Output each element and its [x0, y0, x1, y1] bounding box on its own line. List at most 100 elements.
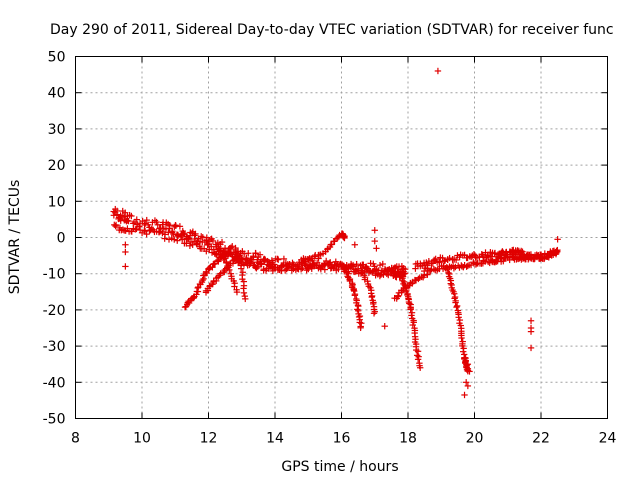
data-point — [370, 310, 378, 317]
data-point — [192, 230, 199, 238]
data-point — [203, 234, 211, 241]
data-point — [171, 236, 178, 243]
data-point — [113, 207, 121, 215]
data-point — [443, 266, 451, 273]
data-point — [368, 293, 375, 301]
data-point — [348, 262, 355, 269]
data-point — [240, 289, 248, 297]
data-point — [531, 252, 539, 259]
data-point — [436, 259, 443, 266]
data-point — [170, 230, 177, 238]
data-point — [414, 348, 422, 355]
data-point — [176, 223, 184, 230]
data-point — [174, 237, 181, 244]
data-point — [484, 252, 491, 259]
data-point — [381, 322, 388, 330]
data-point — [527, 328, 535, 335]
data-point — [464, 382, 472, 390]
data-point — [372, 272, 379, 279]
data-point — [340, 234, 347, 241]
x-tick-label: 20 — [466, 431, 484, 447]
data-point — [527, 344, 535, 352]
data-point — [245, 250, 252, 257]
data-point — [231, 283, 238, 290]
x-tick-label: 12 — [200, 431, 218, 447]
y-axis-label: SDTVAR / TECUs — [7, 180, 23, 295]
data-point — [257, 261, 265, 268]
data-point — [275, 256, 282, 263]
data-point — [408, 312, 415, 319]
data-point — [143, 230, 150, 238]
data-point — [174, 232, 182, 240]
data-point — [432, 255, 439, 263]
data-point — [371, 237, 378, 245]
data-point — [321, 266, 329, 273]
data-point — [122, 241, 129, 248]
y-tick-label: -10 — [43, 267, 66, 283]
data-point — [204, 241, 211, 249]
data-point — [217, 248, 224, 255]
data-point — [406, 300, 413, 307]
data-points — [110, 67, 561, 399]
data-point — [455, 314, 462, 321]
data-point — [341, 234, 348, 242]
y-tick-label: 10 — [48, 194, 66, 210]
data-point — [206, 264, 213, 272]
data-point — [466, 368, 473, 375]
data-point — [519, 248, 526, 255]
data-point — [235, 254, 243, 262]
data-point — [281, 267, 289, 274]
y-tick-label: 20 — [48, 158, 66, 174]
data-point — [112, 221, 120, 229]
data-point — [208, 243, 215, 250]
data-point — [161, 231, 169, 238]
data-point — [186, 242, 194, 249]
data-point — [288, 267, 296, 274]
data-point — [453, 302, 461, 310]
data-point — [354, 306, 361, 313]
data-point — [128, 212, 135, 220]
data-point — [142, 220, 149, 227]
data-point — [226, 266, 233, 274]
data-point — [464, 361, 472, 368]
data-point — [382, 267, 389, 274]
data-point — [233, 288, 241, 296]
data-point — [420, 272, 428, 279]
data-point — [209, 264, 216, 271]
data-point — [252, 250, 259, 257]
data-point — [209, 237, 217, 245]
data-point — [274, 255, 281, 263]
data-point — [461, 391, 468, 399]
x-tick-label: 8 — [71, 431, 80, 447]
data-point — [122, 248, 129, 256]
data-point — [371, 227, 378, 234]
y-tick-label: -40 — [43, 375, 66, 391]
data-point — [333, 267, 340, 274]
data-point — [447, 280, 454, 287]
data-point — [464, 262, 471, 270]
data-point — [353, 260, 360, 268]
data-point — [416, 364, 424, 371]
y-tick-label: 30 — [48, 122, 66, 138]
data-point — [122, 263, 129, 270]
data-point — [414, 356, 422, 363]
data-point — [394, 270, 402, 278]
data-point — [190, 294, 197, 302]
data-point — [224, 262, 231, 270]
data-point — [445, 269, 452, 277]
data-point — [165, 229, 172, 236]
data-point — [357, 324, 364, 332]
data-point — [458, 334, 465, 342]
data-point — [376, 261, 384, 269]
data-point — [191, 237, 199, 245]
data-point — [351, 241, 358, 248]
data-point — [143, 216, 150, 224]
data-point — [153, 218, 160, 226]
x-tick-label: 24 — [599, 431, 617, 447]
data-point — [491, 249, 499, 257]
data-point — [479, 253, 487, 260]
data-point — [413, 352, 421, 359]
data-point — [351, 292, 359, 299]
data-point — [166, 222, 174, 229]
x-tick-label: 22 — [532, 431, 550, 447]
